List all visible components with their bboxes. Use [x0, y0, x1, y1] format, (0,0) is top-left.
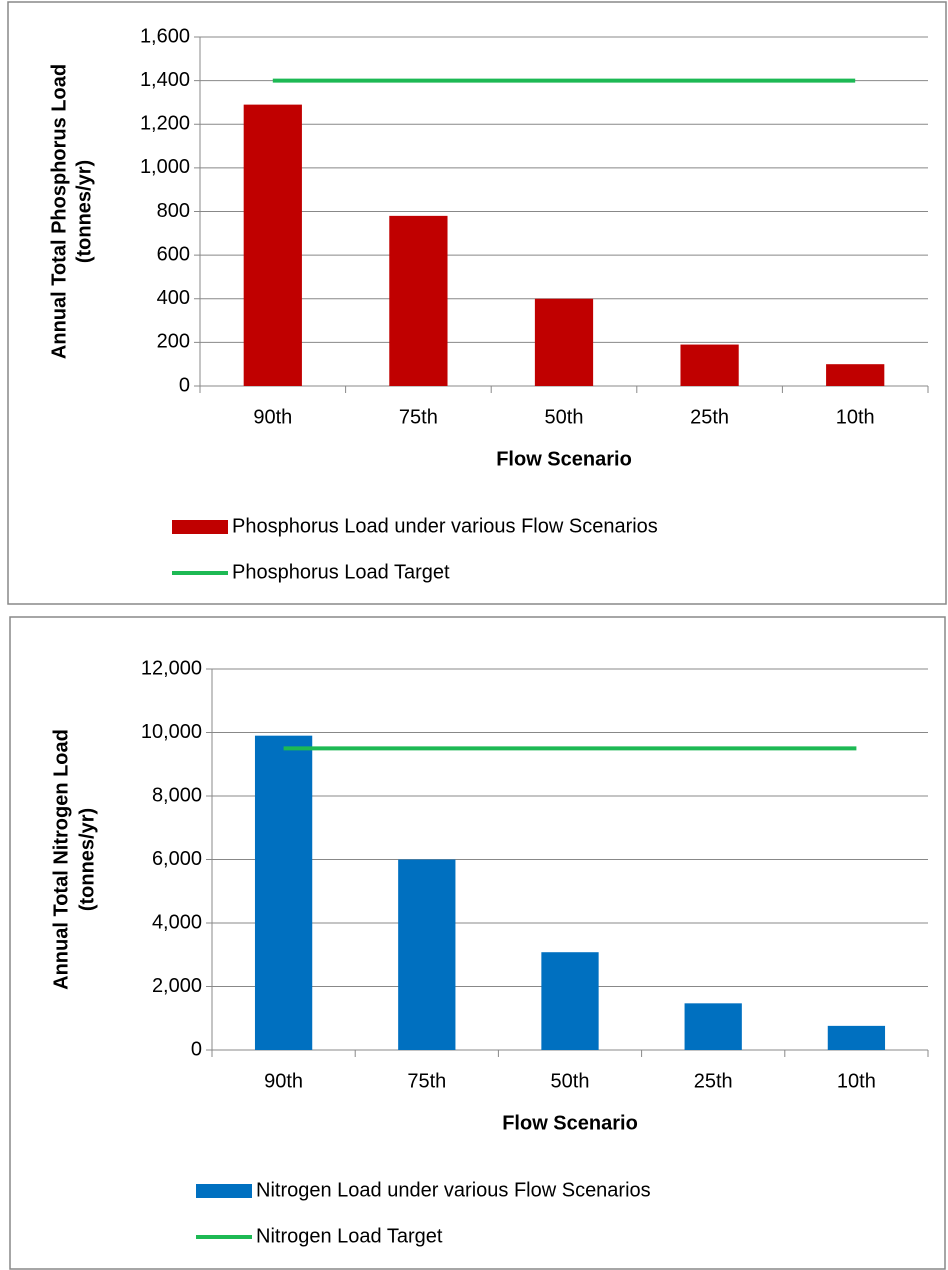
- chart-frame: [7, 1, 947, 605]
- bar: [398, 859, 456, 1050]
- y-tick-label: 0: [191, 1038, 202, 1060]
- bar: [826, 364, 885, 386]
- x-tick-label: 25th: [694, 1070, 733, 1092]
- x-tick-label: 50th: [545, 406, 584, 428]
- bar: [534, 298, 594, 386]
- y-tick-label: 600: [157, 243, 190, 265]
- x-tick-label: 90th: [264, 1070, 303, 1092]
- legend-swatch: [196, 1184, 252, 1198]
- x-axis-title: Flow Scenario: [502, 1112, 638, 1134]
- x-tick-label: 90th: [253, 406, 292, 428]
- y-tick-label: 400: [157, 287, 190, 309]
- bar: [254, 735, 313, 1050]
- x-tick-label: 25th: [690, 406, 729, 428]
- y-tick-label: 2,000: [152, 975, 202, 997]
- y-tick-label: 1,200: [140, 113, 190, 135]
- bar: [680, 344, 739, 386]
- y-axis-title: Annual Total Phosphorus Load: [48, 64, 70, 359]
- y-axis-title: (tonnes/yr): [76, 808, 98, 911]
- x-tick-label: 75th: [399, 406, 438, 428]
- bar: [684, 1003, 742, 1050]
- y-tick-label: 800: [157, 200, 190, 222]
- y-tick-label: 0: [179, 374, 190, 396]
- legend-label: Phosphorus Load Target: [232, 561, 450, 583]
- y-axis-title: (tonnes/yr): [73, 160, 95, 263]
- y-tick-label: 1,000: [140, 156, 190, 178]
- x-tick-label: 50th: [551, 1070, 590, 1092]
- bar: [243, 104, 302, 387]
- bar: [827, 1025, 886, 1050]
- bar: [389, 215, 448, 386]
- bar: [541, 952, 599, 1050]
- x-tick-label: 10th: [837, 1070, 876, 1092]
- legend-label: Nitrogen Load Target: [256, 1225, 443, 1247]
- y-tick-label: 1,400: [140, 69, 190, 91]
- y-tick-label: 1,600: [140, 25, 190, 47]
- y-tick-label: 8,000: [152, 784, 202, 806]
- x-tick-label: 10th: [836, 406, 875, 428]
- x-tick-label: 75th: [407, 1070, 446, 1092]
- legend-swatch: [172, 520, 228, 534]
- x-axis-title: Flow Scenario: [496, 448, 632, 470]
- y-tick-label: 200: [157, 331, 190, 353]
- y-tick-label: 12,000: [141, 657, 202, 679]
- legend-label: Phosphorus Load under various Flow Scena…: [232, 515, 658, 537]
- y-tick-label: 10,000: [141, 721, 202, 743]
- y-tick-label: 6,000: [152, 848, 202, 870]
- chart-frame: [9, 616, 946, 1270]
- y-tick-label: 4,000: [152, 911, 202, 933]
- legend-label: Nitrogen Load under various Flow Scenari…: [256, 1179, 651, 1201]
- y-axis-title: Annual Total Nitrogen Load: [50, 729, 72, 990]
